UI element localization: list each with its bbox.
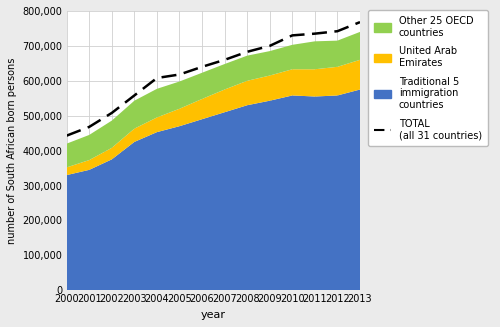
Y-axis label: number of South African born persons: number of South African born persons <box>7 58 17 244</box>
X-axis label: year: year <box>201 310 226 320</box>
Legend: Other 25 OECD
countries, United Arab
Emirates, Traditional 5
immigration
countri: Other 25 OECD countries, United Arab Emi… <box>368 10 488 146</box>
